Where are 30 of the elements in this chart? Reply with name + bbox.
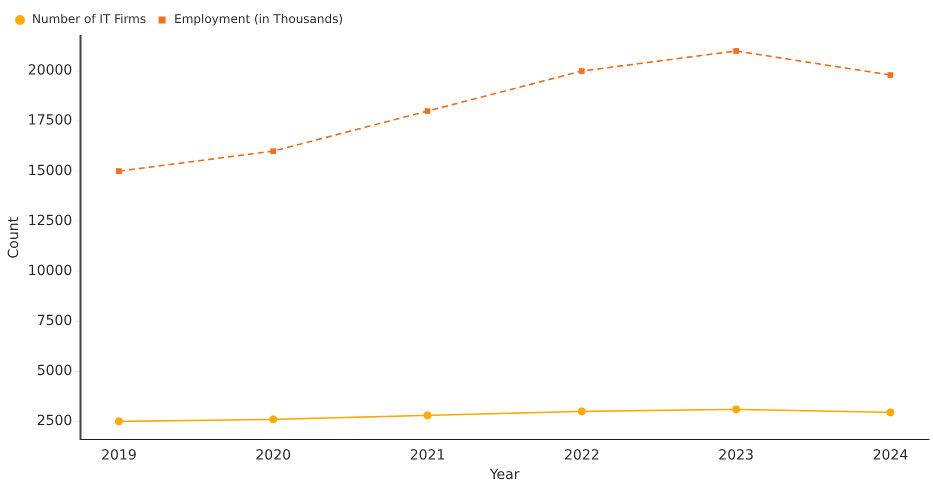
x-tick-label: 2021 (410, 447, 446, 464)
point (733, 48, 739, 54)
point (270, 148, 276, 154)
x-axis-title: Year (488, 467, 520, 484)
legend-label: Number of IT Firms (32, 12, 146, 26)
y-tick-label: 12500 (28, 212, 72, 229)
y-tick-label: 17500 (28, 112, 72, 129)
y-tick-label: 7500 (36, 312, 72, 329)
point (886, 408, 894, 416)
y-tick-label: 20000 (28, 62, 72, 79)
y-tick-label: 15000 (28, 162, 72, 179)
x-tick-label: 2019 (101, 447, 137, 464)
point (578, 407, 586, 416)
point (269, 415, 278, 424)
point (578, 68, 585, 74)
y-tick-label: 2500 (36, 413, 72, 430)
y-axis-title: Count (6, 216, 22, 258)
legend-label: Employment (in Thousands) (174, 12, 344, 26)
point (116, 168, 122, 174)
point (424, 108, 430, 114)
point (732, 405, 740, 414)
point (888, 72, 894, 78)
x-tick-label: 2023 (718, 447, 754, 464)
x-tick-label: 2024 (872, 447, 908, 464)
point (424, 411, 432, 420)
x-tick-label: 2022 (564, 447, 600, 464)
y-tick-label: 5000 (36, 362, 72, 379)
point (114, 417, 123, 426)
y-tick-label: 10000 (28, 262, 72, 279)
x-tick-label: 2020 (255, 447, 292, 464)
